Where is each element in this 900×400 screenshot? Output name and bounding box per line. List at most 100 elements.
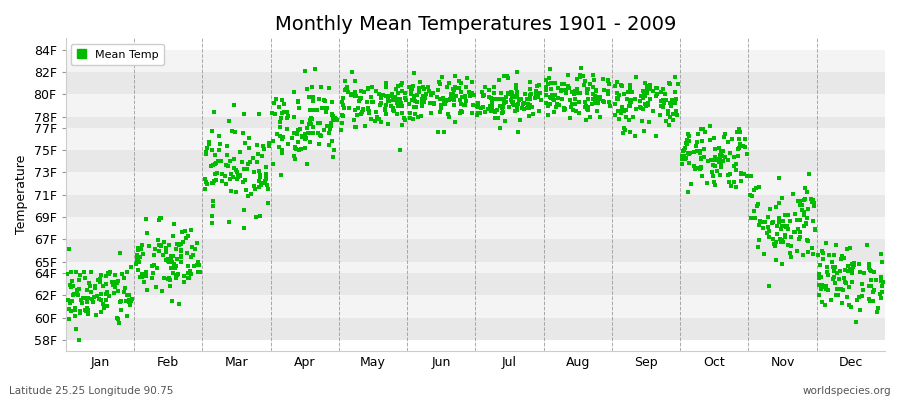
Point <box>345 91 359 97</box>
Point <box>586 96 600 102</box>
Point <box>121 312 135 319</box>
Point <box>484 99 499 106</box>
Point <box>680 136 694 143</box>
Point <box>291 98 305 104</box>
Point <box>312 141 327 147</box>
Point <box>614 110 628 116</box>
Point <box>100 303 114 310</box>
Point <box>695 172 709 179</box>
Point <box>832 275 846 282</box>
Point <box>393 82 408 88</box>
Point <box>329 116 344 122</box>
Point <box>291 138 305 145</box>
Point <box>88 283 103 290</box>
Point <box>646 108 661 114</box>
Point <box>228 128 242 135</box>
Point <box>410 98 424 105</box>
Point <box>506 101 520 108</box>
Point <box>310 107 325 113</box>
Point <box>538 100 553 107</box>
Point <box>806 198 820 205</box>
Point <box>223 176 238 182</box>
Point <box>597 76 611 82</box>
Point <box>230 169 244 176</box>
Point <box>159 248 174 255</box>
Point <box>572 71 587 78</box>
Point <box>863 266 878 273</box>
Point <box>714 159 728 166</box>
Point <box>180 250 194 257</box>
Point <box>558 106 572 112</box>
Point <box>208 171 222 177</box>
Point <box>790 248 805 255</box>
Y-axis label: Temperature: Temperature <box>15 155 28 234</box>
Point <box>305 94 320 100</box>
Point <box>267 100 282 106</box>
Bar <box>66 172 885 195</box>
Point <box>774 260 788 267</box>
Point <box>784 234 798 240</box>
Point <box>168 263 183 269</box>
Point <box>866 289 880 295</box>
Point <box>784 254 798 260</box>
Point <box>273 133 287 140</box>
Point <box>150 236 165 243</box>
Point <box>589 87 603 94</box>
Point <box>682 151 697 157</box>
Point <box>727 179 742 185</box>
Point <box>410 99 424 105</box>
Point <box>676 148 690 154</box>
Point <box>158 245 173 251</box>
Point <box>259 172 274 179</box>
Point <box>819 283 833 290</box>
Point <box>446 86 460 92</box>
Point <box>476 92 491 98</box>
Point <box>408 111 422 117</box>
Point <box>104 279 119 286</box>
Point <box>247 169 261 175</box>
Point <box>190 240 204 246</box>
Point <box>588 92 602 99</box>
Point <box>436 129 451 135</box>
Point <box>734 170 749 176</box>
Point <box>385 93 400 100</box>
Point <box>815 284 830 290</box>
Point <box>608 83 623 90</box>
Point <box>175 229 189 235</box>
Point <box>389 86 403 92</box>
Point <box>751 201 765 207</box>
Point <box>191 269 205 275</box>
Point <box>108 284 122 290</box>
Point <box>403 86 418 93</box>
Point <box>770 223 784 229</box>
Point <box>615 83 629 89</box>
Point <box>442 114 456 120</box>
Point <box>134 271 148 278</box>
Point <box>491 115 505 121</box>
Bar <box>66 318 885 340</box>
Point <box>159 257 174 263</box>
Point <box>721 157 735 163</box>
Point <box>815 250 830 256</box>
Point <box>481 106 495 112</box>
Point <box>827 252 842 258</box>
Point <box>793 201 807 208</box>
Point <box>89 311 104 318</box>
Point <box>476 91 491 98</box>
Point <box>204 163 219 169</box>
Point <box>562 85 576 91</box>
Point <box>314 133 328 140</box>
Point <box>364 94 379 100</box>
Point <box>665 111 680 117</box>
Point <box>690 148 705 154</box>
Point <box>590 94 605 100</box>
Point <box>73 272 87 278</box>
Point <box>64 269 78 276</box>
Point <box>624 99 638 105</box>
Point <box>313 132 328 138</box>
Point <box>418 90 433 97</box>
Point <box>183 268 197 274</box>
Point <box>416 93 430 99</box>
Point <box>192 262 206 268</box>
Point <box>253 212 267 219</box>
